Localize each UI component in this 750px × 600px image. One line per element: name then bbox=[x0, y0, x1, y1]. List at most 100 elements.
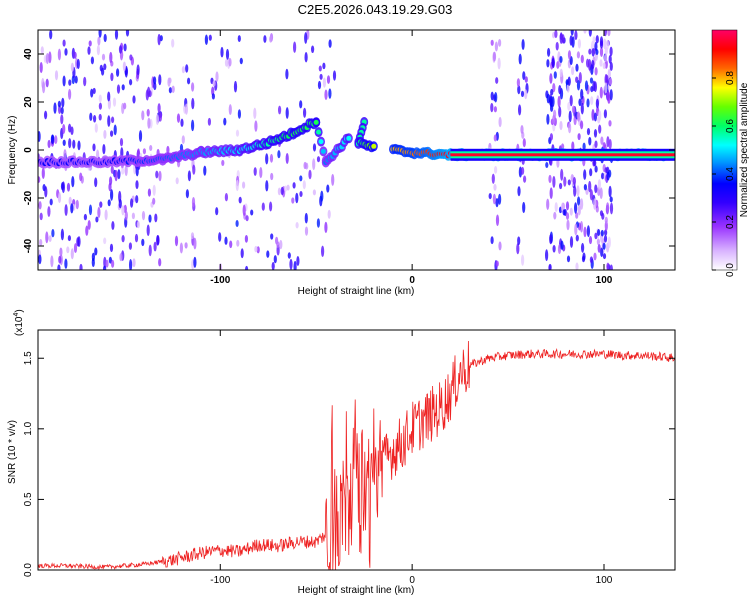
spectrogram-noise-point bbox=[546, 198, 550, 210]
spectrogram-noise-point bbox=[602, 242, 606, 250]
spectrogram-noise-point bbox=[97, 36, 101, 46]
spectrogram-noise-point bbox=[98, 102, 102, 110]
spectrogram-noise-point bbox=[552, 175, 556, 188]
spectrogram-noise-point bbox=[608, 138, 612, 150]
snr-x-tick-label: 0 bbox=[409, 575, 415, 586]
spectrogram-noise-point bbox=[92, 143, 96, 152]
spectrogram-noise-point bbox=[136, 64, 140, 76]
spectrogram-noise-point bbox=[89, 112, 93, 122]
spectrogram-noise-point bbox=[604, 216, 608, 224]
spectrogram-noise-point bbox=[606, 171, 610, 181]
spectrogram-noise-point bbox=[228, 104, 232, 116]
spectrogram-noise-point bbox=[174, 235, 179, 247]
spectrogram-x-tick-label: 100 bbox=[596, 275, 613, 286]
spectrogram-noise-point bbox=[190, 232, 195, 240]
spectrogram-y-tick-label: 0 bbox=[23, 147, 34, 153]
spectrogram-noise-point bbox=[68, 88, 72, 100]
spectrogram-noise-point bbox=[308, 169, 312, 180]
spectrogram-noise-point bbox=[94, 177, 98, 188]
spectrogram-noise-point bbox=[39, 62, 43, 74]
snr-x-tick-label: -100 bbox=[210, 575, 230, 586]
spectrogram-noise-point bbox=[125, 30, 130, 37]
spectrogram-noise-point bbox=[116, 84, 121, 94]
spectrogram-noise-point bbox=[600, 247, 604, 258]
spectrogram-noise-point bbox=[192, 164, 196, 175]
spectrogram-noise-point bbox=[560, 240, 564, 250]
spectrogram-noise-point bbox=[522, 138, 526, 148]
spectrogram-noise-point bbox=[589, 256, 594, 264]
spectrogram-noise-point bbox=[604, 73, 608, 86]
colorbar-gradient bbox=[711, 29, 738, 271]
spectrogram-noise-point bbox=[141, 210, 146, 221]
spectrogram-noise-point bbox=[553, 71, 557, 79]
spectrogram-noise-point bbox=[575, 212, 579, 219]
colorbar-ticks: 0.0 0.2 0.4 0.6 0.8 bbox=[712, 71, 736, 277]
spectrogram-noise-point bbox=[493, 134, 497, 142]
spectrogram-noise-point bbox=[588, 30, 592, 37]
spectrogram-noise-point bbox=[593, 81, 598, 93]
spectrogram-noise-point bbox=[559, 182, 563, 190]
spectrogram-noise-point bbox=[597, 228, 601, 237]
spectrogram-noise-point bbox=[546, 113, 550, 125]
spectrogram-noise-point bbox=[62, 124, 66, 134]
spectrogram-noise-point bbox=[152, 184, 156, 196]
spectrogram-noise-point bbox=[609, 61, 613, 71]
spectrogram-noise-point bbox=[591, 47, 595, 57]
spectrogram-noise-point bbox=[576, 111, 581, 122]
spectrogram-noise-point bbox=[286, 184, 290, 191]
spectrogram-noise-point bbox=[589, 168, 593, 177]
spectrogram-ridge-point bbox=[316, 129, 322, 135]
spectrogram-noise-point bbox=[607, 30, 611, 37]
spectrogram-noise-point bbox=[549, 234, 553, 245]
spectrogram-noise-point bbox=[59, 247, 63, 257]
spectrogram-noise-point bbox=[156, 234, 160, 246]
spectrogram-noise-point bbox=[95, 216, 99, 223]
spectrogram-noise-point bbox=[574, 223, 578, 236]
spectrogram-noise-point bbox=[220, 46, 224, 58]
spectrogram-noise-point bbox=[609, 46, 613, 57]
spectrogram-noise-point bbox=[567, 102, 571, 111]
spectrogram-noise-point bbox=[586, 58, 590, 68]
spectrogram-noise-point bbox=[575, 63, 579, 72]
spectrogram-noise-point bbox=[591, 108, 595, 121]
spectrogram-noise-point bbox=[293, 260, 297, 270]
spectrogram-ylabel: Frequency (Hz) bbox=[7, 116, 18, 185]
colorbar-label: Normalized spectral amplitude bbox=[739, 82, 750, 217]
spectrogram-noise-point bbox=[331, 173, 335, 186]
spectrogram-noise-point bbox=[601, 172, 605, 180]
spectrogram-noise-point bbox=[254, 120, 258, 132]
spectrogram-noise-point bbox=[235, 219, 239, 228]
spectrogram-noise-point bbox=[278, 105, 282, 115]
spectrogram-noise-point bbox=[114, 169, 118, 182]
spectrogram-noise-point bbox=[517, 84, 521, 95]
spectrogram-noise-point bbox=[594, 67, 598, 76]
spectrogram-noise-point bbox=[606, 91, 610, 102]
spectrogram-noise-point bbox=[124, 164, 128, 177]
spectrogram-noise-point bbox=[38, 176, 41, 183]
spectrogram-panel: -100 0 100 -40 -20 0 20 40 Height of straight l… bbox=[7, 29, 676, 297]
spectrogram-noise-point bbox=[584, 80, 589, 92]
spectrogram-noise-point bbox=[609, 78, 613, 85]
spectrogram-noise-point bbox=[522, 201, 526, 214]
spectrogram-noise-point bbox=[498, 193, 502, 205]
snr-ylabel: SNR (10 * v/v) bbox=[7, 420, 18, 484]
spectrogram-noise-point bbox=[561, 143, 565, 150]
spectrogram-noise-point bbox=[569, 207, 573, 216]
spectrogram-noise-point bbox=[88, 40, 92, 47]
spectrogram-noise-point bbox=[107, 115, 111, 127]
spectrogram-noise-point bbox=[583, 226, 587, 238]
spectrogram-noise-point bbox=[319, 73, 323, 80]
spectrogram-noise-point bbox=[595, 98, 600, 109]
spectrogram-noise-point bbox=[291, 197, 295, 204]
spectrogram-noise-point bbox=[609, 89, 613, 101]
spectrogram-noise-point bbox=[563, 176, 567, 187]
spectrogram-noise-point bbox=[594, 41, 598, 51]
spectrogram-noise-point bbox=[599, 86, 603, 99]
spectrogram-noise-point bbox=[236, 239, 240, 247]
spectrogram-noise-point bbox=[184, 242, 188, 249]
spectrogram-noise-point bbox=[277, 187, 281, 196]
spectrogram-noise-point bbox=[245, 265, 249, 270]
spectrogram-noise-point bbox=[103, 33, 107, 43]
spectrogram-ridge-point bbox=[318, 139, 324, 145]
